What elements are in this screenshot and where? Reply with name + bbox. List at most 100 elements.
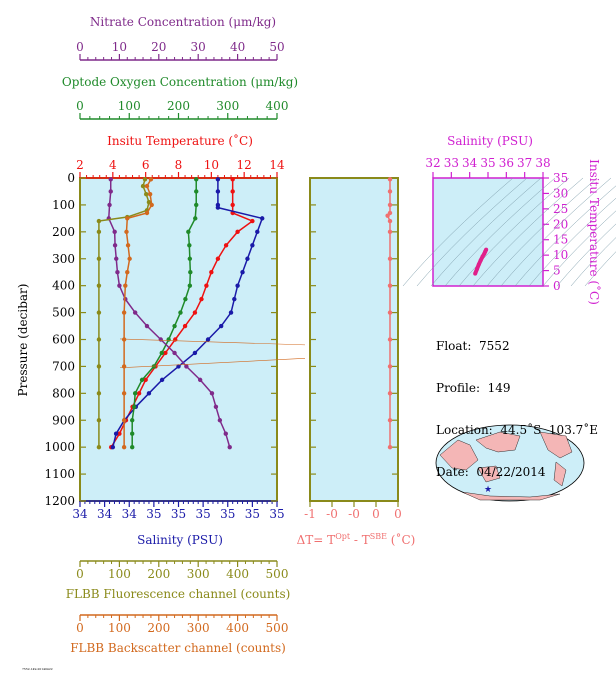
density-contour (444, 177, 556, 287)
stray-line (119, 358, 306, 369)
salinity-tick-label: 35 (195, 507, 210, 521)
flbb-fluorescence-point (96, 283, 102, 288)
insitu-temperature-point (235, 229, 240, 235)
flbb-backscatter-point (121, 391, 127, 396)
optode-oxygen-point (187, 243, 192, 248)
optode-oxygen-point (132, 391, 138, 396)
pressure-tick-label: 1100 (44, 467, 75, 481)
salinity-point (159, 377, 165, 383)
flbb-fluorescence-point (96, 229, 102, 235)
ts-point (480, 254, 485, 259)
flbb-fluorescence-point (140, 183, 146, 189)
salinity-point (176, 364, 181, 369)
ts-temp-tick-label: 15 (553, 233, 568, 247)
pressure-tick-label: 300 (52, 252, 75, 266)
world-map: ★ (435, 424, 585, 502)
insitu-temperature-point (230, 189, 235, 194)
insitu-temperature-point (117, 431, 122, 436)
salinity-point (146, 391, 152, 396)
nitrate-point (227, 444, 232, 450)
stray-line (119, 338, 306, 346)
optode-oxygen-point (194, 189, 199, 194)
flbb-backscatter-point (123, 283, 128, 288)
delta-t-point (387, 218, 393, 224)
pressure-axis-label: Pressure (decibar) (16, 284, 30, 397)
density-contour (542, 210, 616, 287)
density-contour (556, 223, 616, 287)
delta-t-point (387, 256, 393, 261)
oxygen-tick-label: 400 (266, 99, 289, 113)
density-contour (458, 177, 570, 287)
nitrate-point (197, 377, 203, 383)
flbb-backscatter-point (149, 202, 154, 208)
dt-tick-label: -0 (348, 507, 360, 521)
density-contour (528, 197, 616, 287)
salinity-point (215, 189, 221, 194)
pressure-tick-label: 400 (52, 279, 75, 293)
nitrate-tick-label: 20 (151, 40, 166, 54)
flbb-backscatter-point (127, 256, 132, 261)
nitrate-point (114, 256, 119, 261)
ts-salinity-tick-label: 38 (535, 156, 550, 170)
salinity-tick-label: 35 (245, 507, 260, 521)
delta-t-point (387, 364, 393, 369)
ts-salinity-tick-label: 33 (444, 156, 459, 170)
pressure-tick-label: 200 (52, 225, 75, 239)
flbb-fluorescence-point (146, 200, 152, 205)
delta-t-point (387, 310, 393, 315)
flbb-fluorescence-point (96, 391, 102, 396)
flbb-backscatter-point (124, 229, 129, 235)
flbb-backscatter-point (121, 418, 127, 423)
float-info: Float: 7552 Profile: 149 Location: 44.5˚… (436, 311, 598, 493)
flbb-fluorescence-point (96, 310, 102, 315)
optode-oxygen-point (151, 364, 157, 369)
oxygen-tick-label: 100 (118, 99, 141, 113)
flbb-backscatter-point (121, 337, 127, 342)
optode-oxygen-point (194, 177, 199, 182)
fluorescence-axis-label: FLBB Fluorescence channel (counts) (66, 587, 291, 601)
fluorescence-tick-label: 0 (76, 567, 84, 581)
insitu-temperature-point (223, 243, 229, 248)
flbb-backscatter-point (125, 243, 131, 248)
ts-point (478, 258, 483, 263)
salinity-point (255, 229, 260, 235)
nitrate-tick-label: 50 (269, 40, 284, 54)
ts-temp-tick-label: 20 (553, 217, 568, 231)
ts-salinity-axis-label: Salinity (PSU) (447, 134, 533, 148)
flbb-backscatter-point (147, 191, 153, 197)
flbb-backscatter-point (148, 177, 154, 182)
fluorescence-tick-label: 200 (147, 567, 170, 581)
salinity-point (250, 243, 255, 248)
salinity-tick-label: 35 (269, 507, 284, 521)
optode-oxygen-point (130, 418, 135, 423)
salinity-point (215, 177, 221, 182)
ts-point (476, 262, 481, 267)
density-contour (500, 177, 612, 287)
nitrate-tick-label: 10 (112, 40, 127, 54)
density-contour (416, 177, 528, 287)
flbb-fluorescence-line (98, 179, 150, 448)
pressure-tick-label: 700 (52, 359, 75, 373)
flbb-fluorescence-point (96, 218, 102, 224)
delta-t-point (387, 229, 393, 235)
date: Date: 04/22/2014 (436, 465, 546, 479)
density-contour (570, 237, 616, 287)
ts-point (475, 267, 479, 272)
temperature-tick-label: 4 (109, 158, 117, 172)
optode-oxygen-point (172, 323, 177, 329)
optode-oxygen-point (166, 337, 171, 342)
density-contour (514, 185, 616, 287)
optode-oxygen-point (186, 229, 191, 235)
optode-oxygen-point (187, 283, 193, 288)
density-contour (430, 177, 542, 287)
pressure-tick-label: 500 (52, 306, 75, 320)
optode-oxygen-point (130, 444, 135, 450)
backscatter-tick-label: 400 (226, 621, 249, 635)
nitrate-point (209, 391, 215, 396)
footer-code: 7552-149-20140422 (22, 667, 53, 671)
optode-oxygen-point (131, 404, 137, 409)
salinity-point (228, 310, 234, 315)
pressure-tick-label: 900 (52, 413, 75, 427)
salinity-point (240, 270, 245, 275)
temperature-tick-label: 2 (76, 158, 84, 172)
